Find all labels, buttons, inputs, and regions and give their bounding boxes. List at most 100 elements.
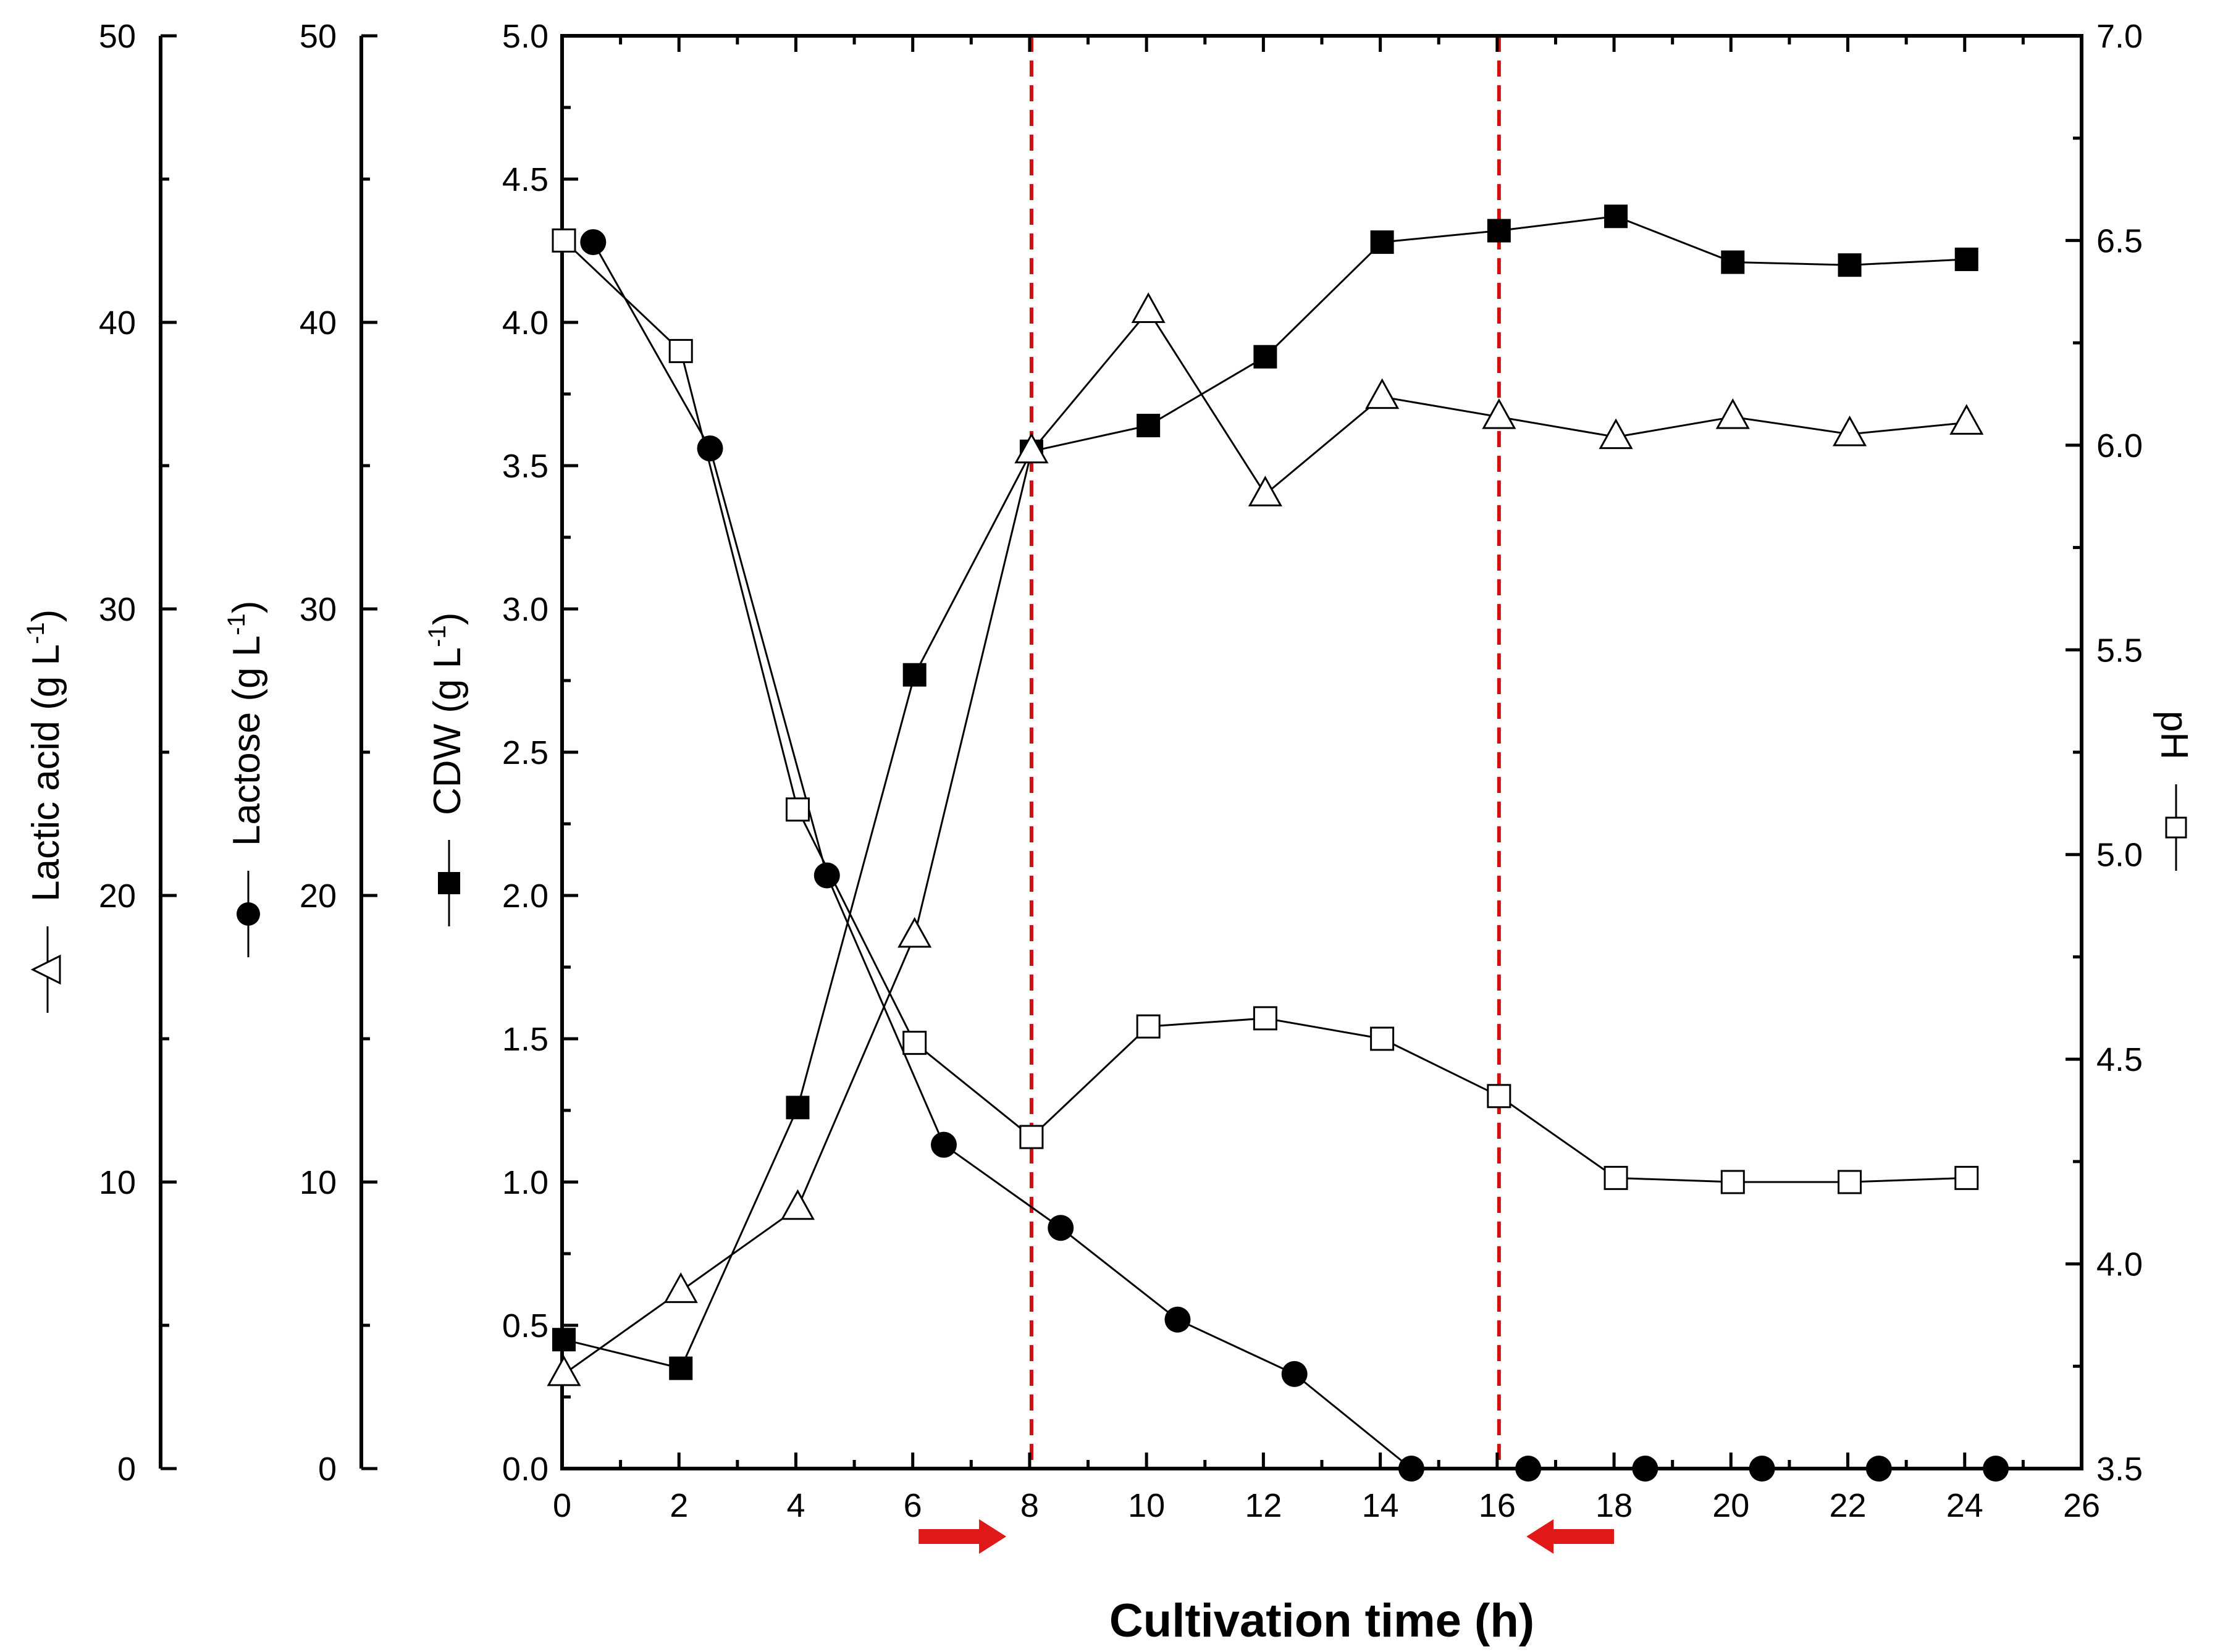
ph-tick-label: 5.0 [2096,837,2143,874]
ph-data-point [1136,1014,1161,1039]
lactose-data-point [1398,1456,1424,1482]
lactose-data-point [1048,1215,1074,1241]
lactic-acid-data-point [1131,292,1166,323]
lactose-data-point [1515,1456,1542,1482]
lactose-tick-label: 10 [300,1164,337,1201]
lactic-acid-data-point [1949,404,1984,435]
ph-series-line [563,240,1967,1183]
ph-data-point [1370,1026,1395,1051]
lactic-acid-data-point [780,1189,815,1220]
x-tick-label: 4 [786,1487,805,1524]
ph-data-point [552,228,576,253]
cdw-tick-label: 5.0 [502,18,548,55]
lactose-series-line [592,241,1996,1470]
ph-data-point [1603,1165,1628,1190]
lactose-axis-title-sup: -1 [223,613,250,635]
ph-data-point [1954,1165,1979,1190]
lactose-tick-label: 30 [300,591,337,628]
x-tick-label: 26 [2063,1487,2100,1524]
lactic-acid-axis-title: Lactic acid (g L-1) [22,610,67,902]
lactose-tick-label: 40 [300,304,337,342]
lactose-data-point [1632,1456,1658,1482]
arrow-left-icon [1526,1519,1615,1554]
lactose-tick-label: 0 [318,1451,337,1488]
x-tick-label: 6 [904,1487,922,1524]
lactic-tick-label: 20 [99,878,136,915]
lactic-acid-data-point [663,1272,698,1303]
cdw-tick-label: 1.0 [502,1164,548,1201]
ph-tick-label: 4.5 [2096,1041,2143,1078]
cdw-data-point [1954,247,1978,271]
cdw-data-point [902,663,927,687]
lactic-acid-data-point [1599,418,1633,450]
ph-tick-label: 3.5 [2096,1451,2143,1488]
lactose-data-point [931,1131,957,1158]
cdw-axis-title-main: CDW (g L [426,647,469,815]
ph-data-point [1838,1170,1862,1194]
cdw-data-point [1721,250,1745,274]
cdw-tick-label: 4.5 [502,161,548,198]
lactic-acid-data-point [897,916,932,948]
arrow-right-icon [918,1519,1007,1554]
cdw-data-point [1487,219,1511,243]
cdw-series-line [563,215,1967,1370]
cdw-data-point [1137,414,1161,438]
cdw-data-point [1253,345,1277,369]
x-tick-label: 20 [1712,1487,1749,1524]
lactic-acid-data-point [1482,398,1516,429]
ph-tick-label: 7.0 [2096,18,2143,55]
lactose-data-point [1281,1361,1308,1387]
ph-data-point [1487,1084,1511,1109]
ph-axis-title: pH [2153,711,2195,760]
cdw-data-point [1370,230,1394,254]
cdw-tick-label: 2.0 [502,878,548,915]
lactic-acid-data-point [1715,398,1750,429]
ph-tick-label: 6.0 [2096,427,2143,464]
plot-frame [560,34,2083,1470]
cdw-tick-label: 3.5 [502,448,548,485]
lactose-axis-title-main: Lactose (g L [225,635,268,846]
cdw-axis-title-text: CDW (g L-1) [424,613,469,815]
x-axis-title: Cultivation time (h) [1109,1595,1534,1647]
lactic-acid-axis-title-close: ) [25,610,67,623]
x-tick-label: 2 [670,1487,688,1524]
cdw-tick-label: 4.0 [502,304,548,342]
lactose-data-point [1865,1456,1892,1482]
lactic-acid-data-point [1248,476,1282,506]
cdw-axis-title-sup: -1 [424,625,451,647]
cdw-legend-marker [438,872,460,894]
cdw-data-point [786,1096,810,1120]
cdw-tick-label: 0.0 [502,1451,548,1488]
ph-data-point [902,1031,927,1055]
cdw-data-point [1604,204,1628,229]
x-tick-label: 18 [1595,1487,1633,1524]
ph-data-point [1253,1006,1277,1031]
ph-data-point [1019,1125,1044,1149]
cdw-tick-label: 1.5 [502,1021,548,1058]
ph-tick-label: 6.5 [2096,222,2143,259]
lactic-acid-axis-title-sup: -1 [22,622,49,644]
lactic-tick-label: 40 [99,304,136,342]
lactic-acid-data-point [1832,415,1867,447]
lactic-acid-axis-title-main: Lactic acid (g L [25,644,67,902]
lactic-acid-data-point [547,1355,581,1386]
lactose-legend-marker [237,902,260,926]
x-tick-label: 0 [553,1487,571,1524]
x-tick-label: 22 [1829,1487,1866,1524]
cdw-axis-title: CDW (g L-1) [424,613,469,815]
lactic-acid-axis-title-text: Lactic acid (g L-1) [22,610,67,902]
x-tick-label: 12 [1245,1487,1282,1524]
ph-data-point [785,797,810,822]
ph-legend-marker [2165,816,2187,839]
lactose-data-point [697,435,723,462]
lactose-data-point [580,229,607,256]
x-tick-label: 10 [1128,1487,1165,1524]
lactose-tick-label: 20 [300,878,337,915]
cdw-axis-title-close: ) [426,613,469,626]
lactic-acid-data-point [1365,378,1400,409]
lactose-data-point [813,862,840,889]
lactic-acid-data-point [1014,432,1049,464]
cdw-tick-label: 3.0 [502,591,548,628]
